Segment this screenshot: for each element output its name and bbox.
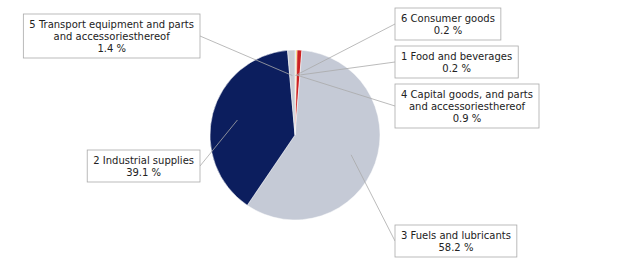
label-line: 0.2 % — [434, 25, 463, 36]
label-text: 5 Transport equipment and partsand acces… — [29, 19, 194, 54]
label-text: 3 Fuels and lubricants58.2 % — [401, 230, 511, 253]
label-box: 6 Consumer goods0.2 % — [395, 8, 501, 40]
label-frame — [87, 150, 200, 182]
label-line: 4 Capital goods, and parts — [401, 89, 533, 100]
leader-line — [200, 36, 292, 76]
label-line: 1.4 % — [97, 43, 126, 54]
label-line: 5 Transport equipment and parts — [29, 19, 194, 30]
label-frame — [395, 84, 539, 128]
leader-line — [298, 76, 395, 106]
labels: 6 Consumer goods0.2 %1 Food and beverage… — [23, 8, 539, 257]
label-box: 4 Capital goods, and partsand accessorie… — [395, 84, 539, 128]
label-box: 3 Fuels and lubricants58.2 % — [395, 225, 517, 257]
label-line: 58.2 % — [438, 242, 473, 253]
label-line: and accessoriesthereof — [409, 101, 526, 112]
label-line: 0.9 % — [453, 113, 482, 124]
label-box: 1 Food and beverages0.2 % — [395, 46, 518, 78]
label-line: 3 Fuels and lubricants — [401, 230, 511, 241]
leader-line — [296, 62, 395, 76]
chart: 6 Consumer goods0.2 %1 Food and beverage… — [0, 0, 643, 265]
label-text: 1 Food and beverages0.2 % — [401, 51, 512, 74]
pie — [210, 50, 380, 220]
slice — [210, 50, 295, 205]
leader-line — [295, 24, 395, 76]
label-frame — [395, 225, 517, 257]
label-text: 4 Capital goods, and partsand accessorie… — [401, 89, 533, 124]
label-line: 0.2 % — [442, 63, 471, 74]
label-line: and accessoriesthereof — [54, 31, 171, 42]
label-text: 6 Consumer goods0.2 % — [401, 13, 495, 36]
label-text: 2 Industrial supplies39.1 % — [93, 155, 194, 178]
leader-lines — [200, 24, 395, 241]
label-line: 6 Consumer goods — [401, 13, 495, 24]
label-line: 39.1 % — [126, 167, 161, 178]
label-line: 2 Industrial supplies — [93, 155, 194, 166]
label-frame — [23, 14, 200, 58]
label-box: 5 Transport equipment and partsand acces… — [23, 14, 200, 58]
slice — [288, 50, 295, 135]
label-box: 2 Industrial supplies39.1 % — [87, 150, 200, 182]
leader-line — [351, 155, 395, 241]
label-line: 1 Food and beverages — [401, 51, 512, 62]
label-frame — [395, 8, 501, 40]
label-frame — [395, 46, 518, 78]
leader-line — [200, 120, 237, 166]
